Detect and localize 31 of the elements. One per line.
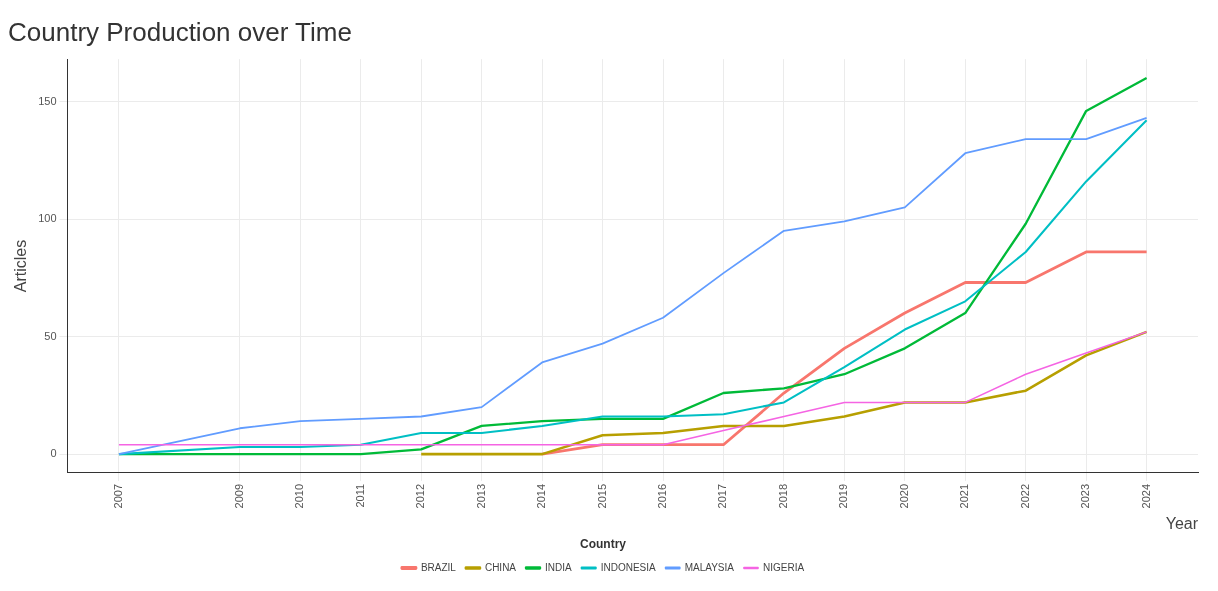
y-tick-label: 50 bbox=[44, 329, 57, 342]
x-tick-label: 2009 bbox=[232, 483, 245, 509]
x-tick-label: 2024 bbox=[1139, 483, 1152, 509]
x-tick-label: 2021 bbox=[958, 483, 971, 509]
x-tick-label: 2019 bbox=[837, 483, 850, 509]
x-tick-label: 2013 bbox=[474, 483, 487, 509]
x-tick-label: 2020 bbox=[897, 483, 910, 509]
x-tick-label: 2022 bbox=[1018, 483, 1031, 509]
legend-label: BRAZIL bbox=[420, 561, 457, 573]
x-tick-label: 2023 bbox=[1079, 483, 1092, 509]
legend-label: CHINA bbox=[484, 561, 517, 573]
legend-label: NIGERIA bbox=[762, 561, 805, 573]
x-tick-label: 2014 bbox=[535, 483, 548, 509]
y-tick-label: 150 bbox=[38, 94, 57, 107]
legend-label: INDIA bbox=[545, 561, 573, 573]
legend-label: INDONESIA bbox=[600, 561, 657, 573]
x-tick-label: 2015 bbox=[595, 483, 608, 509]
y-axis-title: Articles bbox=[12, 239, 30, 293]
x-tick-label: 2011 bbox=[353, 483, 366, 508]
x-tick-label: 2017 bbox=[716, 483, 729, 509]
x-tick-label: 2016 bbox=[656, 483, 669, 509]
x-axis-title: Year bbox=[1165, 515, 1199, 533]
y-tick-label: 100 bbox=[38, 212, 57, 225]
chart-title: Country Production over Time bbox=[8, 16, 352, 47]
x-tick-label: 2018 bbox=[776, 483, 789, 509]
x-tick-label: 2012 bbox=[414, 483, 427, 509]
legend-title: Country bbox=[580, 536, 627, 551]
x-tick-label: 2007 bbox=[111, 483, 124, 509]
x-tick-label: 2010 bbox=[293, 483, 306, 509]
legend-label: MALAYSIA bbox=[684, 561, 735, 573]
y-tick-label: 0 bbox=[50, 447, 57, 460]
